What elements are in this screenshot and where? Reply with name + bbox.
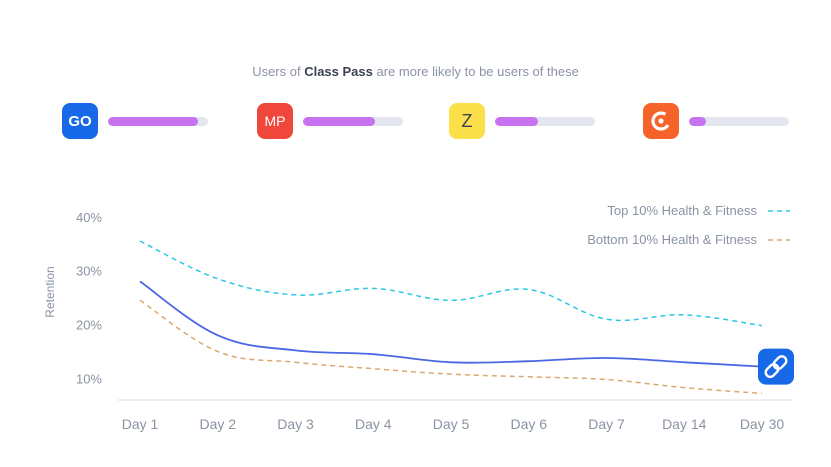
series-line-class-pass bbox=[139, 280, 763, 368]
series-line-top-10 bbox=[139, 240, 763, 327]
affinity-item-c bbox=[643, 103, 789, 139]
y-axis-label: Retention bbox=[43, 266, 57, 317]
x-tick-label: Day 5 bbox=[433, 416, 470, 432]
go-app-icon[interactable]: GO bbox=[62, 103, 98, 139]
headline-prefix: Users of bbox=[252, 64, 305, 79]
affinity-bar-track bbox=[689, 116, 789, 126]
z-app-icon[interactable]: Z bbox=[449, 103, 485, 139]
affinity-bar-fill bbox=[303, 116, 375, 126]
series-line-bottom-10 bbox=[139, 299, 763, 395]
affinity-bar-track bbox=[303, 116, 403, 126]
y-tick-label: 10% bbox=[76, 371, 102, 386]
affinity-item-z: Z bbox=[449, 103, 595, 139]
x-tick-label: Day 1 bbox=[122, 416, 159, 432]
affinity-bar-track bbox=[108, 116, 208, 126]
c-logo-icon bbox=[651, 111, 671, 131]
x-tick-label: Day 2 bbox=[199, 416, 236, 432]
affinity-item-go: GO bbox=[62, 103, 208, 139]
legend-label: Top 10% Health & Fitness bbox=[607, 203, 757, 218]
affinity-bar-fill bbox=[108, 116, 198, 126]
affinity-bar-fill bbox=[689, 116, 706, 126]
y-tick-label: 40% bbox=[76, 210, 102, 225]
x-tick-label: Day 7 bbox=[588, 416, 625, 432]
x-tick-label: Day 6 bbox=[510, 416, 547, 432]
affinity-bar-track bbox=[495, 116, 595, 126]
affinity-item-mp: MP bbox=[257, 103, 403, 139]
affinity-bar-fill bbox=[495, 116, 538, 126]
mp-app-icon[interactable]: MP bbox=[257, 103, 293, 139]
headline-app-name: Class Pass bbox=[304, 64, 373, 79]
headline-suffix: are more likely to be users of these bbox=[372, 64, 579, 79]
y-tick-label: 20% bbox=[76, 318, 102, 333]
x-tick-label: Day 3 bbox=[277, 416, 314, 432]
legend-label: Bottom 10% Health & Fitness bbox=[587, 232, 757, 247]
x-tick-label: Day 4 bbox=[355, 416, 392, 432]
x-tick-label: Day 14 bbox=[662, 416, 707, 432]
classpass-link-icon bbox=[758, 348, 794, 385]
c-app-icon[interactable] bbox=[643, 103, 679, 139]
y-tick-label: 30% bbox=[76, 264, 102, 279]
x-tick-label: Day 30 bbox=[740, 416, 785, 432]
headline: Users of Class Pass are more likely to b… bbox=[0, 64, 831, 79]
